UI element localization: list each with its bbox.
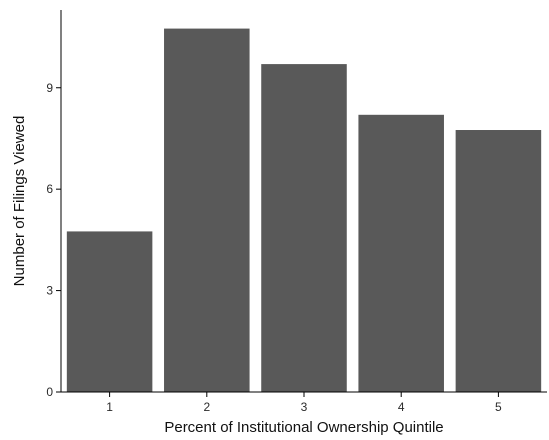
bar-1 <box>66 231 153 392</box>
y-axis-title: Number of Filings Viewed <box>11 116 28 287</box>
bar-2 <box>164 28 250 393</box>
y-tick-label-6: 6 <box>46 182 53 196</box>
y-tick-label-0: 0 <box>46 385 53 399</box>
x-tick-label-2: 2 <box>203 400 210 414</box>
x-tick-label-1: 1 <box>106 400 113 414</box>
bar-5 <box>455 130 542 392</box>
bars-layer <box>66 28 542 393</box>
x-ticks-layer: 1 2 3 4 5 <box>106 392 502 414</box>
x-axis-title: Percent of Institutional Ownership Quint… <box>164 419 443 436</box>
x-tick-label-4: 4 <box>398 400 405 414</box>
x-tick-label-5: 5 <box>495 400 502 414</box>
y-tick-label-3: 3 <box>46 284 53 298</box>
x-tick-label-3: 3 <box>301 400 308 414</box>
y-ticks-layer: 0 3 6 9 <box>46 81 61 399</box>
y-tick-label-9: 9 <box>46 81 53 95</box>
bar-3 <box>261 64 347 392</box>
bar-4 <box>358 114 444 393</box>
